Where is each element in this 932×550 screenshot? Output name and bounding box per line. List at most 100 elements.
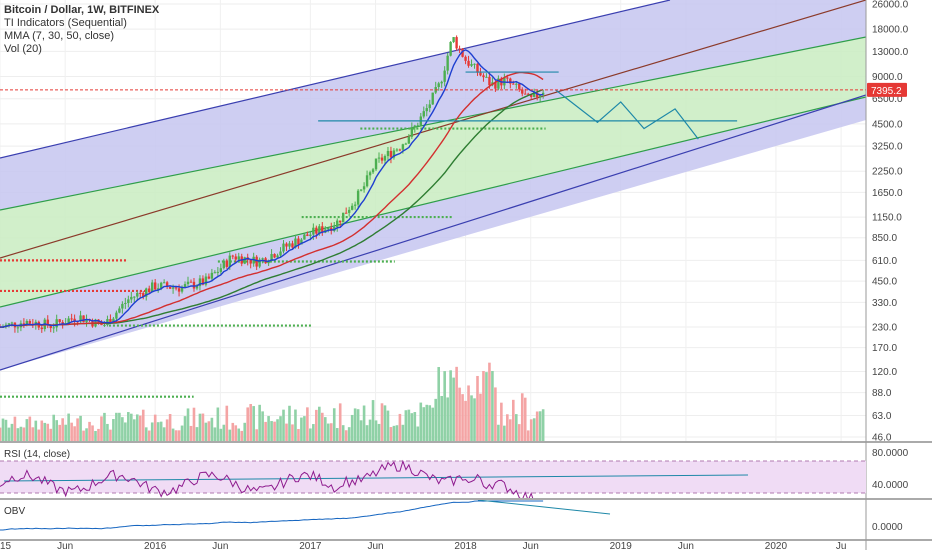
volume-bar xyxy=(526,430,530,441)
volume-bar xyxy=(434,398,438,441)
volume-bar xyxy=(347,427,351,441)
projection-zigzag xyxy=(555,89,699,140)
volume-bar xyxy=(219,428,223,441)
volume-bar xyxy=(350,414,354,441)
volume-bar xyxy=(509,419,512,441)
candle-body xyxy=(461,48,464,57)
price-pane[interactable] xyxy=(0,0,866,540)
candle-body xyxy=(291,243,294,248)
volume-bar xyxy=(4,419,8,441)
channel-inner-band xyxy=(0,37,866,307)
volume-bar xyxy=(198,413,202,441)
candle-body xyxy=(318,226,321,234)
candle-body xyxy=(377,157,381,159)
volume-bar xyxy=(315,409,318,441)
time-axis[interactable]: 2015 Jun 2016 Jun 2017 Jun 2018 Jun 2019 Jun 2020 J… xyxy=(0,541,846,550)
volume-bar xyxy=(0,427,2,441)
candle-body xyxy=(145,288,148,297)
volume-bar xyxy=(165,419,169,441)
volume-bar xyxy=(195,427,199,441)
volume-bar xyxy=(365,425,369,441)
obv-line xyxy=(0,500,544,531)
candle-body xyxy=(449,41,452,56)
projection-path[interactable] xyxy=(318,71,738,140)
volume-bar xyxy=(73,426,76,441)
channel-lower-line xyxy=(0,94,866,371)
volume-bar xyxy=(204,422,208,441)
volume-bar xyxy=(91,425,94,441)
channel-outer-band-top xyxy=(0,0,866,210)
candle-body xyxy=(25,320,29,326)
volume-bar xyxy=(34,420,38,441)
candle-body xyxy=(515,83,518,85)
volume-bar xyxy=(344,430,348,441)
indicator-sequential[interactable]: TI Indicators (Sequential) xyxy=(4,17,127,29)
volume-bar xyxy=(374,420,378,441)
volume-bar xyxy=(529,419,533,441)
candle-body xyxy=(303,234,306,240)
candle-body xyxy=(121,303,124,309)
price-tick-label: 850.0 xyxy=(872,233,897,244)
volume-bar xyxy=(353,408,357,441)
candle-body xyxy=(124,302,127,304)
candle-body xyxy=(49,325,52,329)
volume-bar xyxy=(106,423,109,441)
candles xyxy=(0,35,545,333)
price-tick-label: 26000.0 xyxy=(872,0,909,11)
volume-bar xyxy=(321,412,324,441)
candle-body xyxy=(198,278,202,287)
candle-body xyxy=(327,227,330,230)
candle-body xyxy=(109,319,112,324)
volume-bar xyxy=(332,408,336,441)
volume-bar xyxy=(517,424,521,441)
volume-bar xyxy=(82,430,85,441)
volume-bar xyxy=(85,428,88,441)
candle-body xyxy=(344,212,348,214)
volume-bar xyxy=(249,404,252,441)
time-tick-label: 2015 xyxy=(0,541,12,550)
volume-bar xyxy=(210,417,214,441)
time-tick-label: 2018 xyxy=(454,541,477,550)
time-tick-label: Ju xyxy=(836,541,847,550)
volume-bar xyxy=(112,419,115,441)
volume-bar xyxy=(318,406,321,441)
volume-bar xyxy=(109,429,112,441)
volume-bar xyxy=(55,420,59,441)
price-axis[interactable]: 26000.0 18000.0 13000.0 9000.0 6500.0 4500.0 3… xyxy=(872,0,909,444)
obv-pane[interactable] xyxy=(0,500,611,531)
candle-body xyxy=(413,125,417,128)
ma-mid-line xyxy=(0,71,544,328)
volume-bar xyxy=(300,417,303,441)
volume-bar xyxy=(431,407,435,441)
volume-bar xyxy=(141,409,145,441)
volume-bar xyxy=(428,405,432,441)
candle-body xyxy=(339,220,342,223)
obv-axis[interactable]: 0.0000 xyxy=(872,522,903,533)
volume-bar xyxy=(380,403,384,441)
symbol-title[interactable]: Bitcoin / Dollar, 1W, BITFINEX xyxy=(4,4,160,16)
indicator-mma[interactable]: MMA (7, 30, 50, close) xyxy=(4,30,115,42)
candle-body xyxy=(79,315,82,322)
time-tick-label: Jun xyxy=(57,541,73,550)
candle-body xyxy=(524,93,527,95)
rsi-axis[interactable]: 80.0000 40.0000 xyxy=(872,448,909,491)
volume-bar xyxy=(138,415,142,441)
indicator-volume[interactable]: Vol (20) xyxy=(4,43,42,55)
volume-bar xyxy=(22,427,26,441)
candle-body xyxy=(243,257,246,264)
candle-body xyxy=(55,319,58,328)
candle-body xyxy=(168,286,172,289)
volume-bar xyxy=(135,414,139,441)
volume-bar xyxy=(377,423,381,441)
rsi-tick-label: 40.0000 xyxy=(872,480,909,491)
candle-body xyxy=(521,89,524,94)
candle-body xyxy=(201,278,205,285)
candle-body xyxy=(165,282,169,287)
current-price-value: 7395.2 xyxy=(871,86,902,97)
rsi-pane[interactable] xyxy=(0,459,866,505)
candle-body xyxy=(309,234,312,236)
volume-bar xyxy=(359,420,363,441)
volume-bar xyxy=(37,429,41,441)
volume-bar xyxy=(58,424,61,441)
